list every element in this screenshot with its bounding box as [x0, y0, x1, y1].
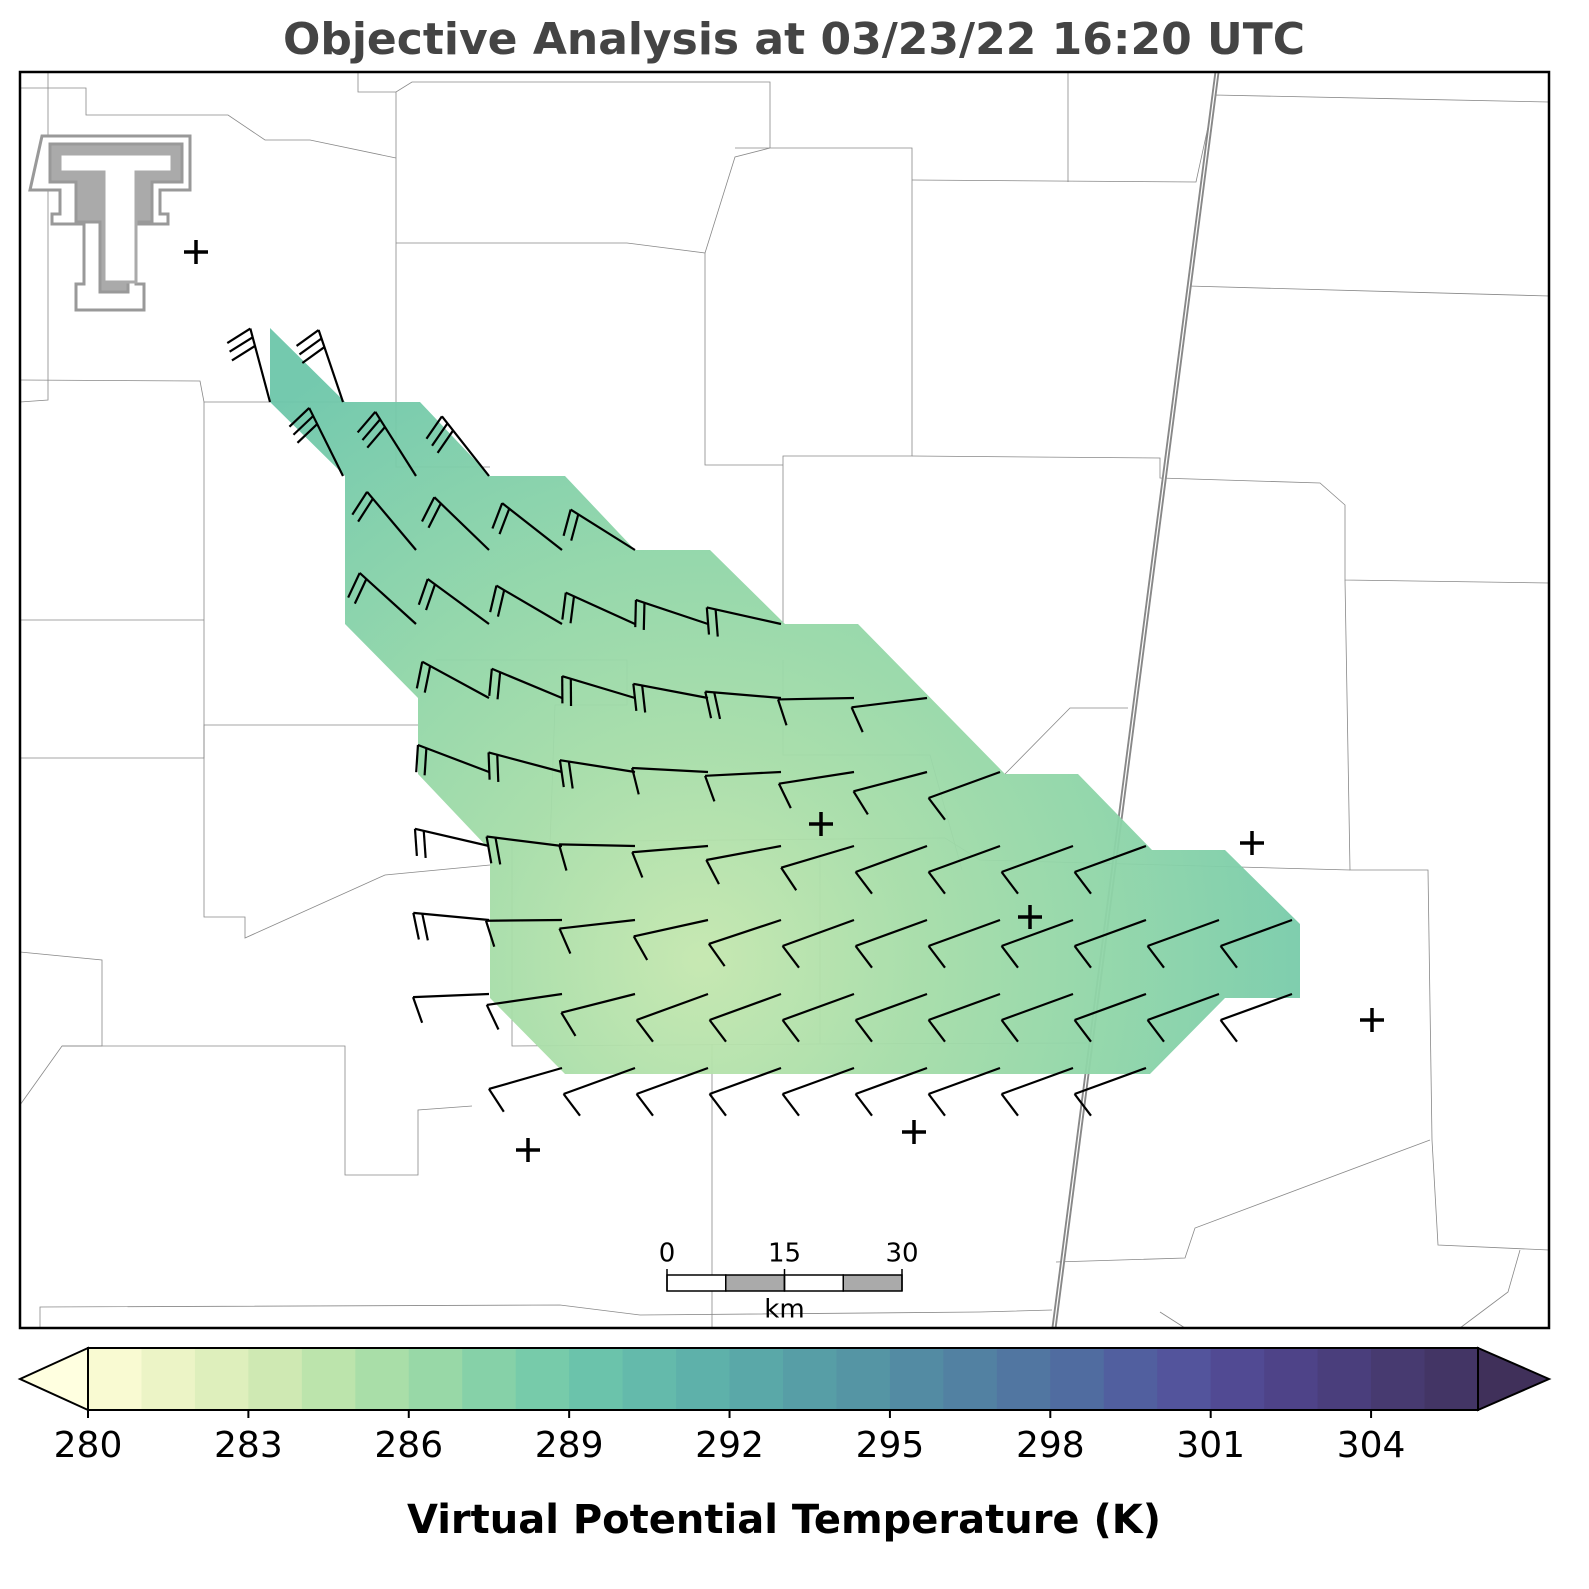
scale-tick-label: 30 [885, 1239, 918, 1269]
scale-segment [726, 1275, 785, 1291]
barb-staff [778, 698, 854, 699]
colorbar-tick-label: 295 [856, 1425, 925, 1466]
colorbar-tick-label: 286 [374, 1425, 443, 1466]
colorbar-bin [355, 1348, 409, 1410]
colorbar-bin [1104, 1348, 1158, 1410]
barb-feather [489, 752, 490, 779]
colorbar-bin [1211, 1348, 1265, 1410]
colorbar-bin [783, 1348, 837, 1410]
colorbar-bin [1318, 1348, 1372, 1410]
barb-feather [497, 755, 498, 782]
colorbar-extend-high [1478, 1348, 1549, 1410]
colorbar-bin [1425, 1348, 1479, 1410]
barb-feather [644, 603, 645, 630]
colorbar-tick-label: 304 [1337, 1425, 1406, 1466]
colorbar-bin [88, 1348, 142, 1410]
colorbar-bin [569, 1348, 623, 1410]
scale-segment [843, 1275, 902, 1291]
colorbar: 280 283 286 289 292 295 298 301 304 [20, 1348, 1549, 1466]
colorbar-tick-label: 280 [54, 1425, 123, 1466]
scale-segment [667, 1275, 726, 1291]
colorbar-bin [248, 1348, 302, 1410]
colorbar-label: Virtual Potential Temperature (K) [407, 1497, 1161, 1543]
colorbar-bin [1264, 1348, 1318, 1410]
colorbar-bin [943, 1348, 997, 1410]
colorbar-bin [890, 1348, 944, 1410]
colorbar-bin [676, 1348, 730, 1410]
colorbar-bin [141, 1348, 195, 1410]
colorbar-bin [1157, 1348, 1211, 1410]
scale-segment [785, 1275, 844, 1291]
barb-feather [635, 600, 636, 627]
colorbar-bin [516, 1348, 570, 1410]
colorbar-bin [302, 1348, 356, 1410]
colorbar-bin [195, 1348, 249, 1410]
scale-unit: km [764, 1295, 804, 1325]
colorbar-bin [623, 1348, 677, 1410]
colorbar-bin [462, 1348, 516, 1410]
title: Objective Analysis at 03/23/22 16:20 UTC [283, 14, 1305, 65]
scale-tick-label: 0 [659, 1239, 676, 1269]
colorbar-bin [730, 1348, 784, 1410]
colorbar-tick-label: 292 [695, 1425, 764, 1466]
colorbar-bin [1050, 1348, 1104, 1410]
barb-staff [486, 920, 562, 921]
scale-tick-label: 15 [768, 1239, 801, 1269]
colorbar-tick-label: 301 [1176, 1425, 1245, 1466]
colorbar-tick-label: 283 [214, 1425, 283, 1466]
map-area: 0 15 30 km [20, 72, 1549, 1328]
colorbar-tick-label: 298 [1016, 1425, 1085, 1466]
colorbar-bin [409, 1348, 463, 1410]
colorbar-bin [997, 1348, 1051, 1410]
colorbar-bin [1371, 1348, 1425, 1410]
colorbar-tick-label: 289 [535, 1425, 604, 1466]
colorbar-bin [836, 1348, 890, 1410]
colorbar-extend-low [20, 1348, 88, 1410]
